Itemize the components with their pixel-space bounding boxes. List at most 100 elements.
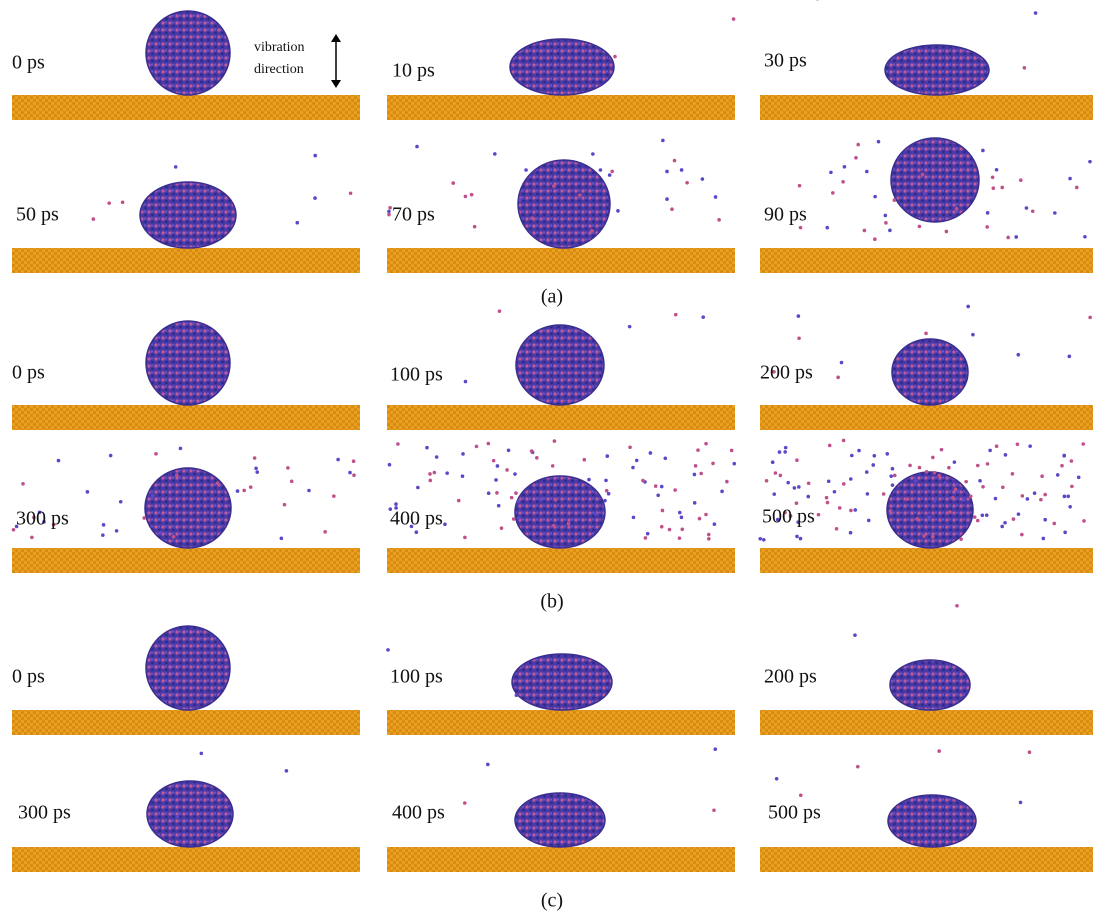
molecule — [115, 529, 119, 533]
molecule — [1026, 497, 1030, 501]
molecule — [142, 516, 146, 520]
molecule — [494, 478, 498, 482]
molecule — [1068, 177, 1072, 181]
time-label: 30 ps — [764, 50, 807, 72]
molecule — [889, 509, 893, 513]
droplet — [140, 182, 236, 248]
molecule — [797, 314, 801, 318]
molecule — [877, 140, 881, 144]
molecule — [882, 492, 886, 496]
molecule — [931, 535, 935, 539]
molecule — [696, 448, 700, 452]
molecule — [933, 499, 937, 503]
molecule — [986, 211, 990, 215]
molecule — [613, 55, 617, 59]
molecule — [885, 452, 889, 456]
molecule — [415, 530, 419, 534]
molecule — [694, 464, 698, 468]
molecule — [842, 482, 846, 486]
molecule — [463, 801, 467, 805]
molecule — [971, 333, 975, 337]
molecule — [435, 455, 439, 459]
molecule — [179, 447, 183, 451]
molecule — [445, 471, 449, 475]
molecule — [513, 472, 517, 476]
molecule — [799, 226, 803, 230]
molecule — [159, 530, 163, 534]
droplet — [146, 626, 230, 710]
molecule — [797, 485, 801, 489]
molecule — [591, 152, 595, 156]
molecule — [712, 808, 716, 812]
molecule — [843, 165, 847, 169]
molecule — [850, 454, 854, 458]
molecule — [668, 528, 672, 532]
molecule — [1062, 454, 1066, 458]
molecule — [857, 449, 861, 453]
molecule — [497, 504, 501, 508]
molecule — [487, 491, 491, 495]
molecule — [1001, 485, 1005, 489]
molecule — [973, 515, 977, 519]
molecule — [774, 471, 778, 475]
molecule — [665, 170, 669, 174]
molecule — [889, 474, 893, 478]
molecule — [849, 509, 853, 513]
molecule — [348, 471, 352, 475]
molecule — [175, 474, 179, 478]
substrate — [387, 405, 735, 430]
droplet — [885, 45, 989, 95]
molecule — [923, 389, 927, 393]
molecule — [249, 485, 253, 489]
molecule — [884, 214, 888, 218]
molecule — [714, 195, 718, 199]
molecule — [1066, 494, 1070, 498]
molecule — [927, 516, 931, 520]
molecule — [1016, 353, 1020, 357]
molecule — [290, 480, 294, 484]
molecule — [336, 458, 340, 462]
molecule — [732, 462, 736, 466]
molecule — [797, 336, 801, 340]
molecule — [538, 497, 542, 501]
molecule — [793, 486, 797, 490]
droplet — [147, 781, 233, 847]
molecule — [680, 527, 684, 531]
molecule — [514, 491, 518, 495]
molecule — [701, 315, 705, 319]
molecule — [415, 145, 419, 149]
droplet — [888, 795, 976, 847]
molecule — [1000, 186, 1004, 190]
molecule — [943, 481, 947, 485]
molecule — [836, 376, 840, 380]
molecule — [940, 448, 944, 452]
droplet — [515, 793, 605, 847]
molecule — [955, 483, 959, 487]
molecule — [825, 226, 829, 230]
substrate — [760, 710, 1093, 735]
molecule — [893, 198, 897, 202]
molecule — [660, 485, 664, 489]
molecule — [867, 519, 871, 523]
molecule — [1020, 533, 1024, 537]
molecule — [352, 473, 356, 477]
molecule — [704, 442, 708, 446]
molecule — [798, 184, 802, 188]
molecule — [1028, 750, 1032, 754]
molecule — [937, 749, 941, 753]
molecule — [567, 522, 571, 526]
molecule — [632, 516, 636, 520]
annotation: vibration — [254, 40, 305, 55]
molecule — [873, 237, 877, 241]
molecule — [1040, 474, 1044, 478]
molecule — [1077, 476, 1081, 480]
molecule — [985, 225, 989, 229]
time-label: 50 ps — [16, 204, 59, 226]
molecule — [1082, 519, 1086, 523]
molecule — [937, 474, 941, 478]
molecule — [665, 197, 669, 201]
molecule — [654, 484, 658, 488]
panel-label: (c) — [541, 890, 563, 912]
molecule — [707, 533, 711, 537]
time-label: 400 ps — [392, 802, 445, 824]
